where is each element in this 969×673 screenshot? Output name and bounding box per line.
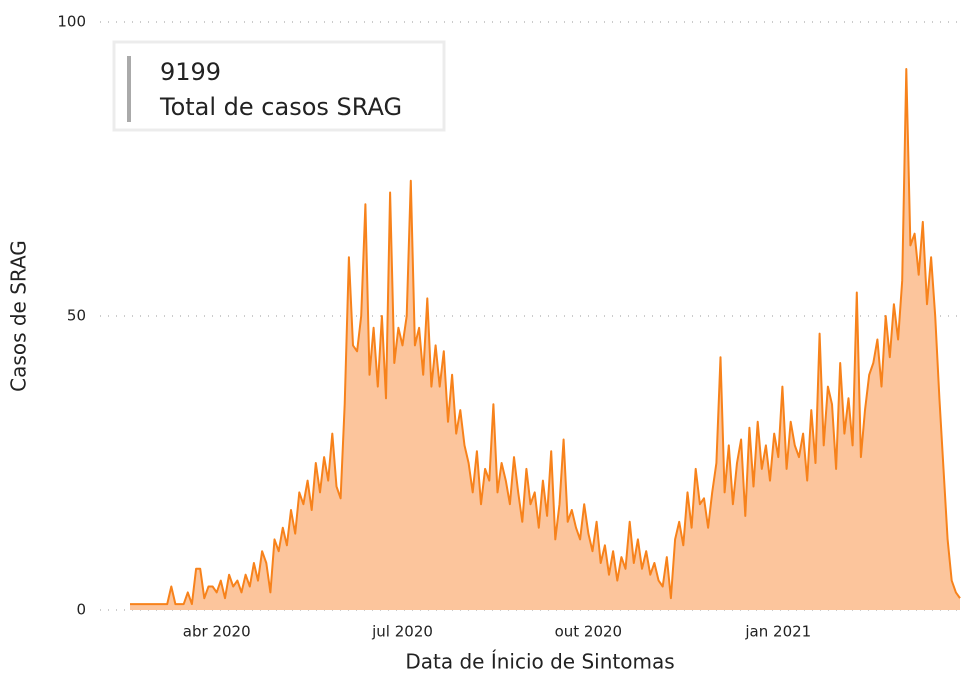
kpi-label: Total de casos SRAG	[159, 93, 402, 121]
y-tick-label: 50	[67, 307, 86, 325]
x-tick-label: jan 2021	[744, 623, 811, 641]
kpi-value: 9199	[160, 58, 221, 86]
x-tick-label: out 2020	[555, 623, 623, 641]
kpi-accent	[127, 56, 131, 122]
kpi-card	[112, 40, 446, 132]
plot-area: 0 50 100 abr 2020 jul 2020 out 2020 jan 2021	[57, 13, 961, 641]
y-tick-label: 0	[76, 601, 86, 619]
line	[130, 68, 961, 606]
y-axis-title: Casos de SRAG	[7, 240, 31, 392]
x-axis-title: Data de Ínicio de Sintomas	[405, 650, 674, 673]
x-tick-label: jul 2020	[371, 623, 433, 641]
y-tick-label: 100	[57, 13, 86, 31]
area-fill	[130, 69, 960, 610]
x-tick-label: abr 2020	[183, 623, 251, 641]
